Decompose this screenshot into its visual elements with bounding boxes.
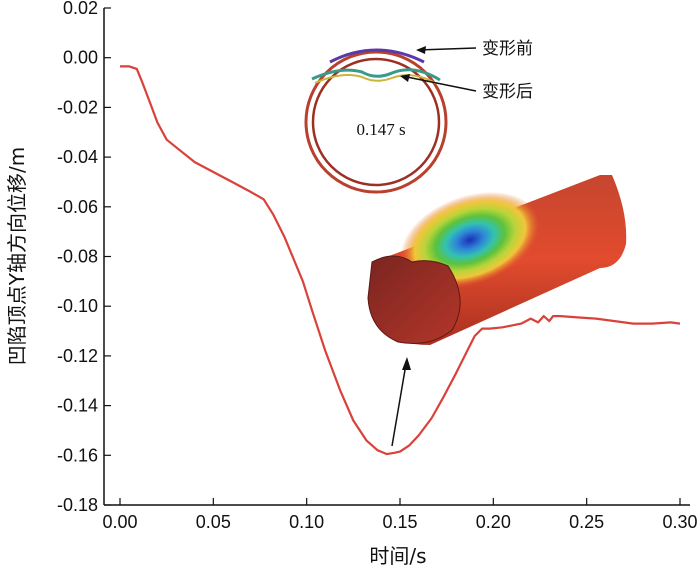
y-axis-label: 凹陷顶点Y轴方向位移/m bbox=[5, 147, 29, 365]
y-tick-label: -0.10 bbox=[57, 296, 98, 316]
cross-section-after-profile bbox=[311, 68, 441, 82]
y-tick-label: -0.08 bbox=[57, 247, 98, 267]
y-tick-label: 0.00 bbox=[63, 48, 98, 68]
after-arrow bbox=[401, 75, 477, 92]
time-label: 0.147 s bbox=[356, 120, 405, 139]
series-layer bbox=[120, 65, 681, 456]
x-tick-label: 0.15 bbox=[382, 512, 417, 532]
after-label: 变形后 bbox=[482, 82, 533, 102]
y-tick-label: -0.12 bbox=[57, 346, 98, 366]
x-tick-label: 0.00 bbox=[102, 512, 137, 532]
before-arrow bbox=[417, 47, 477, 51]
y-tick-label: -0.06 bbox=[57, 197, 98, 217]
cross-section-outer-ring bbox=[304, 50, 448, 194]
cross-section-before-arc bbox=[329, 48, 425, 64]
pipe-render-inset bbox=[367, 175, 627, 447]
x-tick-label: 0.05 bbox=[196, 512, 231, 532]
y-tick-label: -0.16 bbox=[57, 445, 98, 465]
before-label: 变形前 bbox=[482, 39, 533, 59]
after-arrow-head bbox=[400, 74, 410, 82]
x-tick-label: 0.20 bbox=[476, 512, 511, 532]
cross-section-inner-ring bbox=[311, 57, 441, 187]
y-tick-label: 0.02 bbox=[63, 0, 98, 18]
y-tick-label: -0.02 bbox=[57, 97, 98, 117]
x-tick-label: 0.30 bbox=[662, 512, 697, 532]
series-line bbox=[120, 65, 681, 456]
y-tick-label: -0.14 bbox=[57, 396, 98, 416]
x-tick-label: 0.10 bbox=[289, 512, 324, 532]
x-axis-label: 时间/s bbox=[369, 544, 426, 568]
pipe-arrow bbox=[391, 363, 407, 447]
pipe-end-face bbox=[367, 255, 461, 344]
y-ticks: 0.02 0.00 -0.02 -0.04 -0.06 -0.08 -0.10 -0.12 -0… bbox=[57, 0, 111, 515]
before-arrow-head bbox=[416, 46, 426, 54]
pipe-arrow-head bbox=[402, 357, 411, 370]
cross-section-inset: 0.147 s 变形前 变形后 bbox=[304, 39, 533, 194]
y-tick-label: -0.18 bbox=[57, 495, 98, 515]
x-tick-label: 0.25 bbox=[569, 512, 604, 532]
cross-section-after-profile-yellow bbox=[314, 74, 438, 85]
y-tick-label: -0.04 bbox=[57, 147, 98, 167]
x-ticks: 0.00 0.05 0.10 0.15 0.20 0.25 0.30 bbox=[102, 498, 698, 532]
